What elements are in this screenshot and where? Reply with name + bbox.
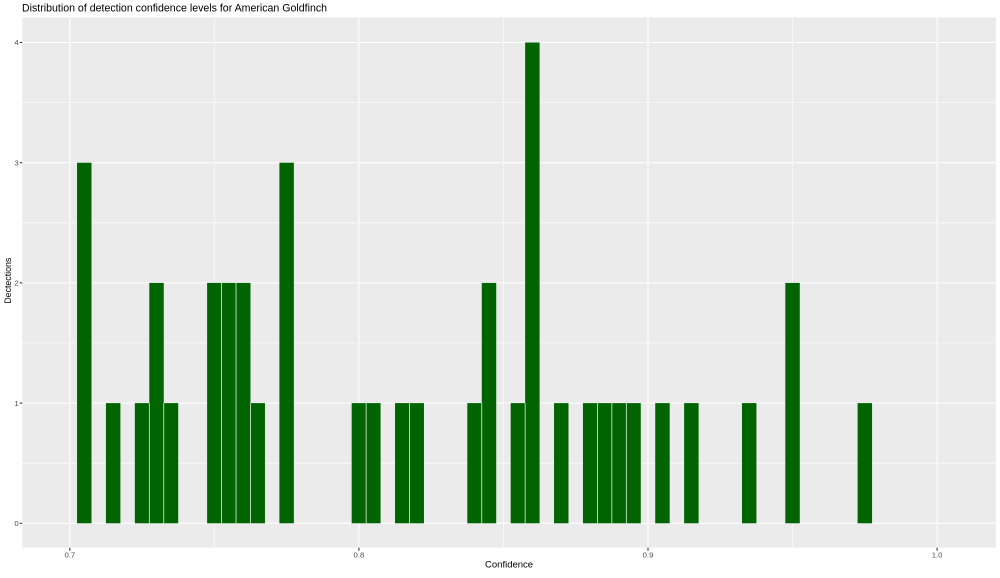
svg-text:Confidence: Confidence (485, 559, 533, 570)
svg-text:1: 1 (14, 399, 18, 408)
svg-text:1.0: 1.0 (932, 550, 943, 559)
svg-text:Distribution of detection conf: Distribution of detection confidence lev… (22, 3, 327, 15)
svg-text:0: 0 (14, 519, 18, 528)
svg-text:4: 4 (14, 38, 19, 47)
svg-text:2: 2 (14, 279, 18, 288)
svg-text:0.8: 0.8 (354, 550, 365, 559)
svg-text:0.9: 0.9 (643, 550, 654, 559)
svg-text:Dectections: Dectections (3, 257, 13, 304)
svg-text:0.7: 0.7 (64, 550, 75, 559)
svg-text:3: 3 (14, 158, 18, 167)
